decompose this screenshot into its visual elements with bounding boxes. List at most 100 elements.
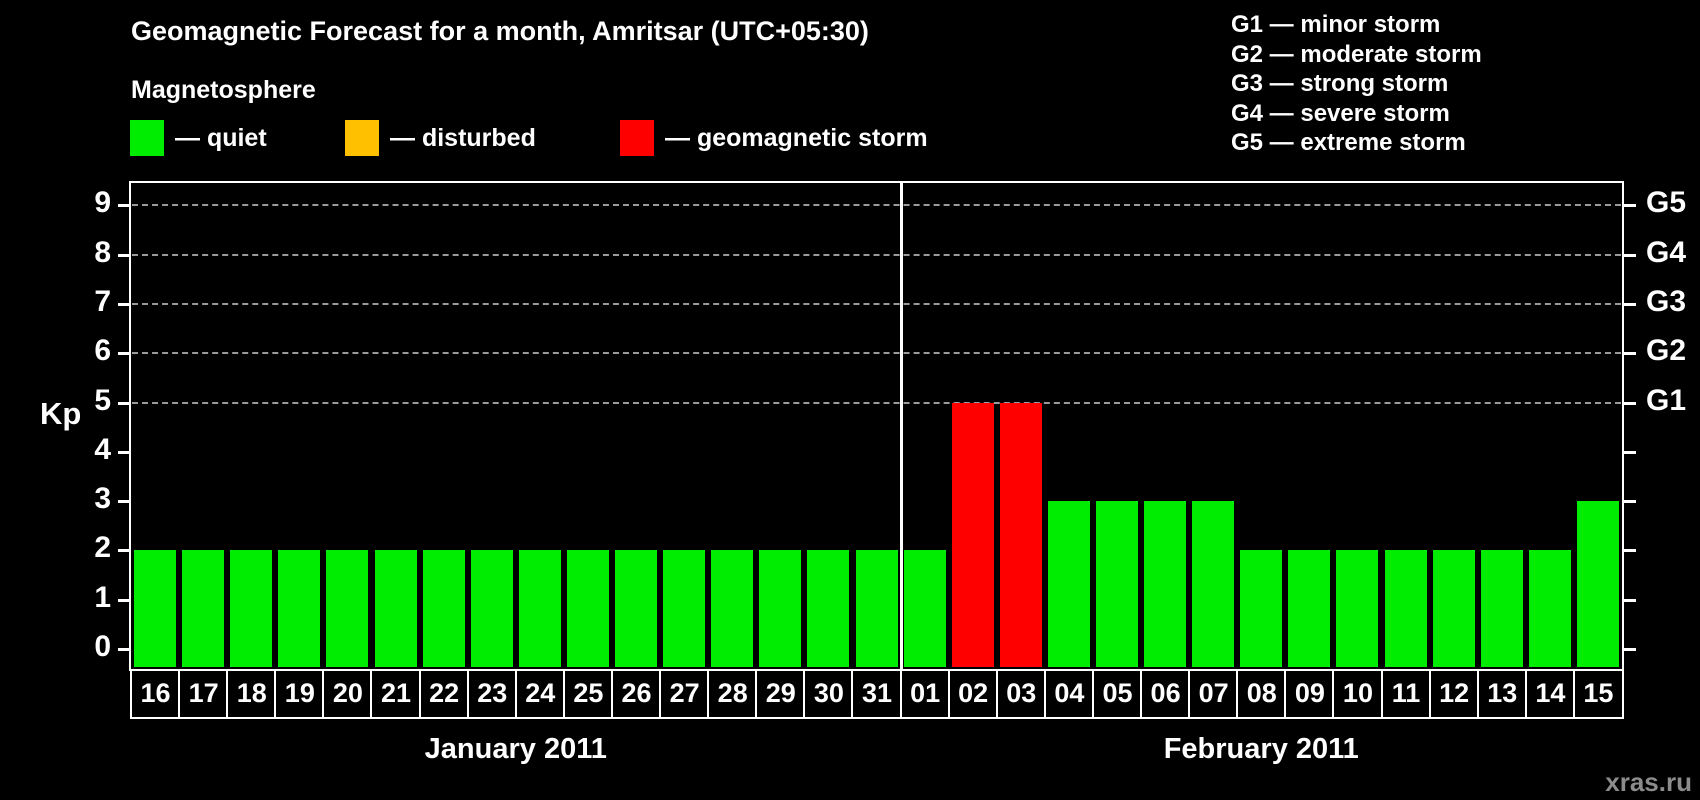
- day-label: 22: [418, 669, 470, 719]
- y-axis-tick-left: [118, 598, 130, 602]
- day-label: 16: [130, 669, 182, 719]
- day-label: 27: [659, 669, 711, 719]
- legend-item-label: — quiet: [175, 123, 267, 152]
- day-label: 10: [1332, 669, 1384, 719]
- day-label: 02: [947, 669, 999, 719]
- day-label: 11: [1380, 669, 1432, 719]
- day-label: 30: [803, 669, 855, 719]
- y-tick-label: 4: [94, 432, 111, 466]
- kp-bar: [663, 550, 706, 667]
- day-label: 29: [755, 669, 807, 719]
- y-tick-label: 2: [94, 531, 111, 565]
- g-scale-tick-label: G3: [1646, 284, 1687, 318]
- kp-bar: [1144, 501, 1187, 667]
- kp-bar: [422, 550, 465, 667]
- day-label: 09: [1284, 669, 1336, 719]
- g-legend-item-g4: G4 — severe storm: [1231, 99, 1450, 127]
- kp-bar: [1480, 550, 1523, 667]
- y-axis-tick-right: [1623, 549, 1636, 553]
- gridline-kp5: [132, 401, 1621, 404]
- gridline-kp6: [132, 352, 1621, 355]
- y-tick-label: 5: [94, 383, 111, 417]
- kp-bar: [1576, 501, 1619, 667]
- legend-item-quiet: — quiet: [130, 120, 267, 156]
- kp-bar: [230, 550, 273, 667]
- gridline-kp7: [132, 302, 1621, 305]
- y-tick-label: 8: [94, 235, 111, 269]
- kp-bar: [1095, 501, 1138, 667]
- kp-bar: [759, 550, 802, 667]
- legend-item-storm: — geomagnetic storm: [620, 120, 928, 156]
- day-label: 25: [562, 669, 614, 719]
- y-axis-tick-right: [1623, 204, 1636, 208]
- day-label: 14: [1524, 669, 1576, 719]
- day-label: 20: [322, 669, 374, 719]
- kp-bar: [374, 550, 417, 667]
- watermark: xras.ru: [1605, 767, 1692, 797]
- kp-bar: [1288, 550, 1331, 667]
- month-divider-line: [899, 183, 903, 669]
- g-legend-item-g5: G5 — extreme storm: [1231, 129, 1466, 157]
- day-label: 03: [995, 669, 1047, 719]
- y-tick-label: 9: [94, 186, 111, 220]
- kp-bar: [134, 550, 177, 667]
- g-scale-tick-label: G1: [1646, 383, 1687, 417]
- y-axis-tick-right: [1623, 401, 1636, 405]
- kp-bar: [1336, 550, 1379, 667]
- g-scale-tick-label: G5: [1646, 186, 1687, 220]
- g-scale-tick-label: G2: [1646, 334, 1687, 368]
- y-tick-label: 6: [94, 334, 111, 368]
- kp-bar: [855, 550, 898, 667]
- y-axis-tick-right: [1623, 302, 1636, 306]
- kp-bar: [326, 550, 369, 667]
- disturbed-color-swatch: [345, 120, 379, 156]
- kp-bar: [951, 402, 994, 667]
- day-label: 15: [1572, 669, 1624, 719]
- y-axis-tick-left: [118, 401, 130, 405]
- kp-bar: [518, 550, 561, 667]
- y-tick-label: 7: [94, 284, 111, 318]
- g-legend-item-g2: G2 — moderate storm: [1231, 40, 1482, 68]
- y-axis-tick-left: [118, 302, 130, 306]
- kp-bar: [615, 550, 658, 667]
- kp-bar: [1192, 501, 1235, 667]
- chart-title: Geomagnetic Forecast for a month, Amrits…: [131, 16, 869, 46]
- y-axis-tick-left: [118, 352, 130, 356]
- kp-bar: [566, 550, 609, 667]
- kp-bar: [1047, 501, 1090, 667]
- y-axis-label: Kp: [40, 396, 82, 431]
- day-label: 28: [707, 669, 759, 719]
- kp-bar: [807, 550, 850, 667]
- day-label: 26: [610, 669, 663, 719]
- day-label: 12: [1428, 669, 1480, 719]
- y-axis-tick-left: [118, 648, 130, 651]
- y-axis-tick-right: [1623, 598, 1636, 602]
- kp-bar: [711, 550, 754, 667]
- y-tick-label: 1: [94, 580, 111, 614]
- y-axis-tick-right: [1623, 648, 1636, 651]
- y-tick-label: 0: [94, 630, 111, 663]
- legend-heading: Magnetosphere: [131, 76, 316, 104]
- g-legend-item-g1: G1 — minor storm: [1231, 11, 1441, 38]
- y-axis-tick-left: [118, 500, 130, 504]
- kp-bar: [999, 402, 1042, 667]
- kp-bar: [470, 550, 513, 667]
- kp-bar: [1240, 550, 1283, 667]
- month-label: February 2011: [1163, 733, 1359, 765]
- day-label: 17: [178, 669, 230, 719]
- legend-item-disturbed: — disturbed: [345, 120, 536, 156]
- kp-bar: [278, 550, 321, 667]
- quiet-color-swatch: [130, 120, 164, 156]
- g-scale-legend: G1 — minor storm G2 — moderate storm G3 …: [1231, 10, 1482, 158]
- day-label: 04: [1043, 669, 1095, 719]
- kp-bar: [1384, 550, 1427, 667]
- kp-bar: [903, 550, 946, 667]
- legend-item-label: — disturbed: [390, 123, 536, 152]
- day-label: 24: [514, 669, 566, 719]
- day-label: 01: [899, 669, 951, 719]
- day-label: 31: [851, 669, 903, 719]
- y-axis-tick-right: [1623, 352, 1636, 356]
- day-label: 23: [466, 669, 518, 719]
- y-axis-tick-right: [1623, 253, 1636, 257]
- day-label: 06: [1140, 669, 1192, 719]
